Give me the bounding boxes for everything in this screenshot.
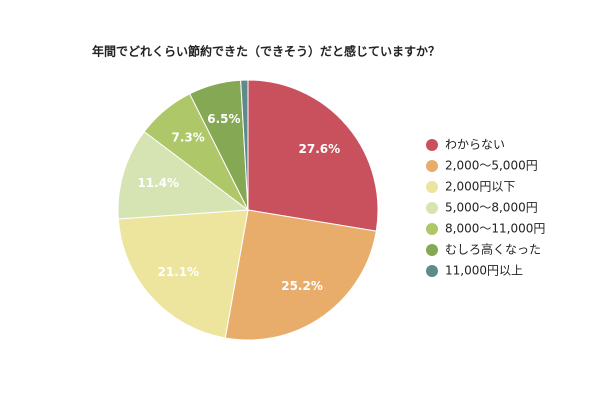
legend-label: わからない xyxy=(445,138,505,152)
legend-swatch xyxy=(426,139,438,151)
legend-label: むしろ高くなった xyxy=(445,242,541,257)
value-label: 11.4% xyxy=(137,176,179,190)
legend-label: 11,000円以上 xyxy=(445,264,523,278)
legend-swatch xyxy=(426,265,438,277)
legend-label: 5,000〜8,000円 xyxy=(445,201,538,215)
value-label: 7.3% xyxy=(171,131,204,145)
legend-swatch xyxy=(426,223,438,235)
legend-swatch xyxy=(426,160,438,172)
legend-swatch xyxy=(426,181,438,193)
value-label: 27.6% xyxy=(299,142,341,156)
pie-slice xyxy=(224,209,377,341)
pie-slice xyxy=(117,209,249,339)
value-label: 21.1% xyxy=(158,265,200,279)
pie-slice xyxy=(117,130,250,220)
legend-label: 2,000〜5,000円 xyxy=(445,159,538,173)
legend-swatch xyxy=(426,244,438,256)
legend-label: 8,000〜11,000円 xyxy=(445,222,545,236)
pie-slice xyxy=(240,79,249,211)
legend-swatch xyxy=(426,202,438,214)
value-label: 6.5% xyxy=(207,112,240,126)
value-label: 25.2% xyxy=(281,279,323,293)
legend-label: 2,000円以下 xyxy=(445,180,515,194)
chart-title: 年間でどれくらい節約できた（できそう）だと感じていますか？ xyxy=(92,44,440,59)
pie-slice xyxy=(247,79,379,232)
